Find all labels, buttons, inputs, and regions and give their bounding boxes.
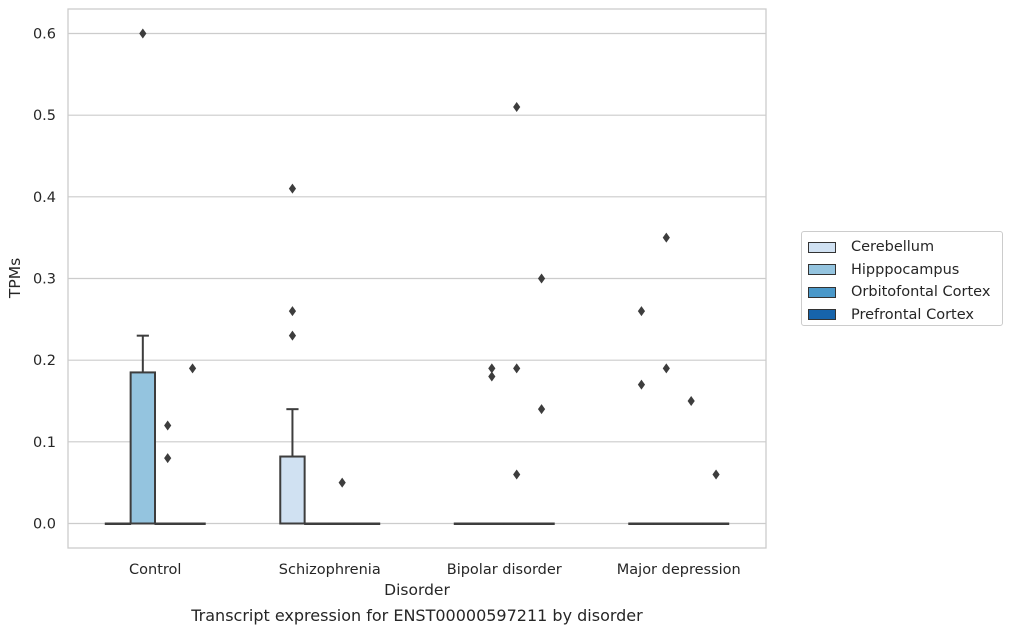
plot-frame xyxy=(67,8,767,549)
legend-swatch xyxy=(808,286,836,298)
outlier-point xyxy=(139,28,147,39)
outlier-point xyxy=(687,396,695,406)
legend-label: Orbitofontal Cortex xyxy=(851,284,991,301)
y-tick-label: 0.4 xyxy=(33,190,56,206)
y-tick-labels: 0.0 0.1 0.2 0.3 0.4 0.5 0.6 xyxy=(33,27,56,533)
outlier-point xyxy=(662,232,670,243)
y-axis-label: TPMs xyxy=(6,258,24,299)
outlier-point xyxy=(338,477,346,488)
legend-item: Cerebellum xyxy=(808,236,1002,259)
outlier-point xyxy=(637,379,646,390)
x-tick-label: Major depression xyxy=(617,562,741,578)
y-tick-label: 0.0 xyxy=(33,517,56,533)
legend-swatch xyxy=(808,241,836,253)
box-plot-marks xyxy=(104,28,730,525)
x-tick-labels: Control Schizophrenia Bipolar disorder Majo… xyxy=(129,562,741,578)
legend-label: Cerebellum xyxy=(851,239,935,256)
x-tick-label: Control xyxy=(129,562,181,578)
chart-caption: Transcript expression for ENST0000059721… xyxy=(191,606,643,625)
legend-item: Prefrontal Cortex xyxy=(808,304,1002,327)
y-tick-label: 0.1 xyxy=(33,435,56,451)
legend-swatch xyxy=(808,309,836,321)
x-tick-label: Schizophrenia xyxy=(279,562,381,578)
y-tick-label: 0.5 xyxy=(33,108,56,124)
outlier-point xyxy=(662,363,670,374)
outlier-point xyxy=(164,420,172,431)
legend: Cerebellum Hipppocampus Orbitofontal Corte… xyxy=(801,231,1003,326)
legend-label: Hipppocampus xyxy=(851,261,960,278)
legend-swatch xyxy=(808,264,836,276)
y-tick-label: 0.2 xyxy=(33,353,56,369)
outlier-point xyxy=(712,469,720,480)
outlier-point xyxy=(488,363,496,374)
outlier-point xyxy=(513,363,521,374)
outlier-point xyxy=(288,330,297,341)
outlier-point xyxy=(188,363,197,374)
outlier-point xyxy=(288,183,297,194)
legend-label: Prefrontal Cortex xyxy=(851,306,974,323)
box-1-0 xyxy=(129,371,157,525)
x-tick-label: Bipolar disorder xyxy=(447,562,562,578)
y-tick-label: 0.3 xyxy=(33,272,56,288)
legend-item: Hipppocampus xyxy=(808,259,1002,282)
outlier-point xyxy=(637,306,646,317)
x-axis-label: Disorder xyxy=(384,581,450,599)
outlier-point xyxy=(537,404,546,415)
box-0-1 xyxy=(279,455,306,525)
outlier-point xyxy=(488,371,496,382)
y-tick-label: 0.6 xyxy=(33,27,56,43)
grid-lines xyxy=(68,32,766,525)
outlier-point xyxy=(513,102,521,112)
outlier-point xyxy=(288,306,297,317)
outlier-point xyxy=(513,469,521,480)
outlier-point xyxy=(537,273,546,284)
outlier-point xyxy=(164,453,172,464)
legend-item: Orbitofontal Cortex xyxy=(808,281,1002,304)
